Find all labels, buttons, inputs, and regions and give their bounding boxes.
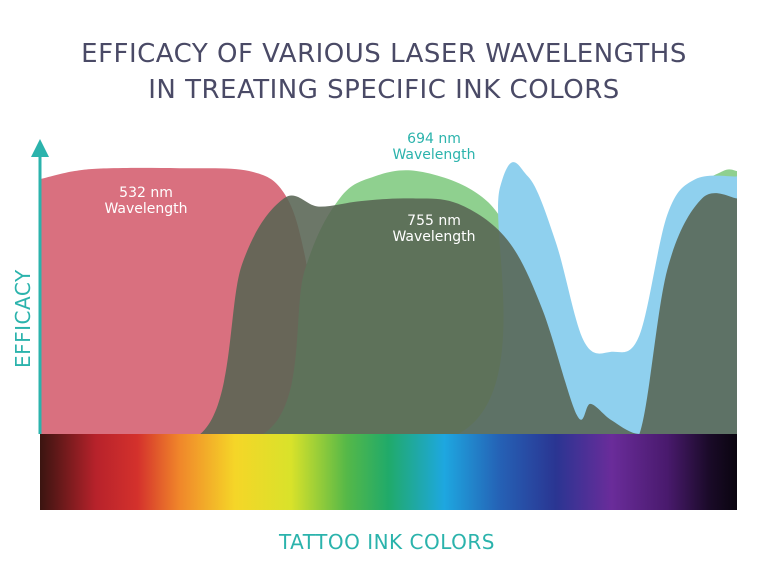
- series-label-755nm: 755 nm Wavelength: [392, 213, 475, 245]
- chart-title-line-2: IN TREATING SPECIFIC INK COLORS: [148, 75, 620, 105]
- chart-title-line-1: EFFICACY OF VARIOUS LASER WAVELENGTHS: [81, 39, 687, 69]
- series-area-755nm: [40, 193, 737, 434]
- y-axis-label: EFFICACY: [11, 269, 35, 368]
- series-label-532nm: 532 nm Wavelength: [104, 185, 187, 217]
- series-area-532nm: [40, 167, 737, 434]
- y-axis-arrow-icon: [31, 139, 49, 157]
- series-area-1064nm: [40, 162, 737, 434]
- x-axis-label: TATTOO INK COLORS: [278, 530, 495, 554]
- series-label-1064nm: 1064 nm Wavelength: [567, 185, 650, 217]
- series-layer: [40, 162, 737, 434]
- labels-layer: 532 nm Wavelength 694 nm Wavelength 1064 nm W…: [104, 131, 650, 245]
- ink-color-spectrum: [40, 434, 737, 510]
- series-label-694nm: 694 nm Wavelength: [392, 131, 475, 163]
